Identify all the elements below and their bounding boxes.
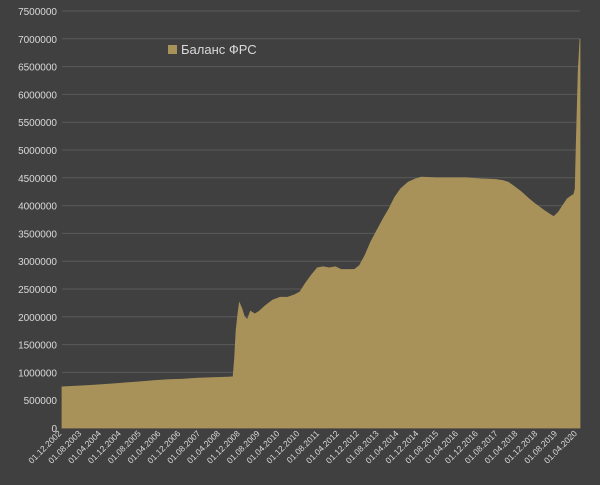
y-tick-label: 4000000 — [18, 202, 57, 213]
y-tick-label: 3500000 — [18, 229, 57, 240]
y-tick-label: 1000000 — [18, 368, 57, 379]
series-area — [61, 38, 581, 429]
plot-area — [61, 38, 581, 429]
y-tick-label: 1500000 — [18, 341, 57, 352]
y-tick-label: 0 — [51, 424, 57, 435]
y-tick-label: 3000000 — [18, 257, 57, 268]
y-tick-label: 2500000 — [18, 285, 57, 296]
y-tick-label: 4500000 — [18, 174, 57, 185]
gridlines — [62, 10, 580, 429]
y-tick-label: 6000000 — [18, 90, 57, 101]
legend: Баланс ФРС — [168, 42, 257, 57]
y-tick-label: 7000000 — [18, 35, 57, 46]
y-tick-label: 5000000 — [18, 146, 57, 157]
y-axis-tick-labels: 0 500000 1000000 1500000 2000000 2500000 30000… — [18, 7, 57, 435]
y-tick-label: 6500000 — [18, 63, 57, 74]
y-tick-label: 7500000 — [18, 7, 57, 18]
y-tick-label: 2000000 — [18, 313, 57, 324]
legend-swatch — [168, 45, 177, 54]
legend-label: Баланс ФРС — [181, 42, 257, 57]
y-tick-label: 5500000 — [18, 118, 57, 129]
y-tick-label: 500000 — [24, 396, 58, 407]
